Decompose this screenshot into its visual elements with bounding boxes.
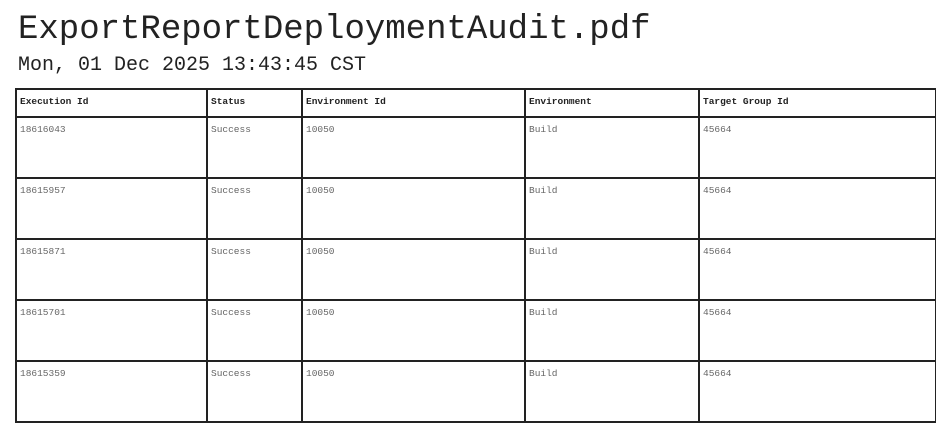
column-header: Target Group Id: [698, 88, 936, 118]
table-row: 18615359 Success 10050 Build 45664: [15, 360, 936, 423]
document-date: Mon, 01 Dec 2025 13:43:45 CST: [18, 54, 367, 77]
table-cell: Success: [206, 299, 303, 362]
table-cell: 45664: [698, 177, 936, 240]
table-cell: 10050: [301, 177, 526, 240]
table-cell: Success: [206, 238, 303, 301]
table-cell: 10050: [301, 360, 526, 423]
table-cell: Build: [524, 177, 700, 240]
audit-table: Execution Id Status Environment Id Environm…: [15, 88, 936, 423]
table-cell: 10050: [301, 116, 526, 179]
table-cell: Success: [206, 116, 303, 179]
table-cell: 45664: [698, 238, 936, 301]
table-row: 18615871 Success 10050 Build 45664: [15, 238, 936, 301]
table-cell: Success: [206, 360, 303, 423]
table-cell: Build: [524, 360, 700, 423]
document-title: ExportReportDeploymentAudit.pdf: [18, 11, 651, 49]
column-header: Environment Id: [301, 88, 526, 118]
table-row: 18616043 Success 10050 Build 45664: [15, 116, 936, 179]
table-cell: 10050: [301, 299, 526, 362]
table-cell: 45664: [698, 116, 936, 179]
table-cell: 45664: [698, 360, 936, 423]
table-cell: Build: [524, 116, 700, 179]
table-cell: 18616043: [15, 116, 208, 179]
table-header-row: Execution Id Status Environment Id Environm…: [15, 88, 936, 118]
table-row: 18615701 Success 10050 Build 45664: [15, 299, 936, 362]
table-cell: 18615359: [15, 360, 208, 423]
column-header: Execution Id: [15, 88, 208, 118]
table-cell: Build: [524, 299, 700, 362]
table-cell: 10050: [301, 238, 526, 301]
table-cell: 45664: [698, 299, 936, 362]
table-cell: 18615957: [15, 177, 208, 240]
column-header: Environment: [524, 88, 700, 118]
table-cell: Build: [524, 238, 700, 301]
table-cell: 18615701: [15, 299, 208, 362]
table-cell: Success: [206, 177, 303, 240]
table-row: 18615957 Success 10050 Build 45664: [15, 177, 936, 240]
column-header: Status: [206, 88, 303, 118]
table-cell: 18615871: [15, 238, 208, 301]
